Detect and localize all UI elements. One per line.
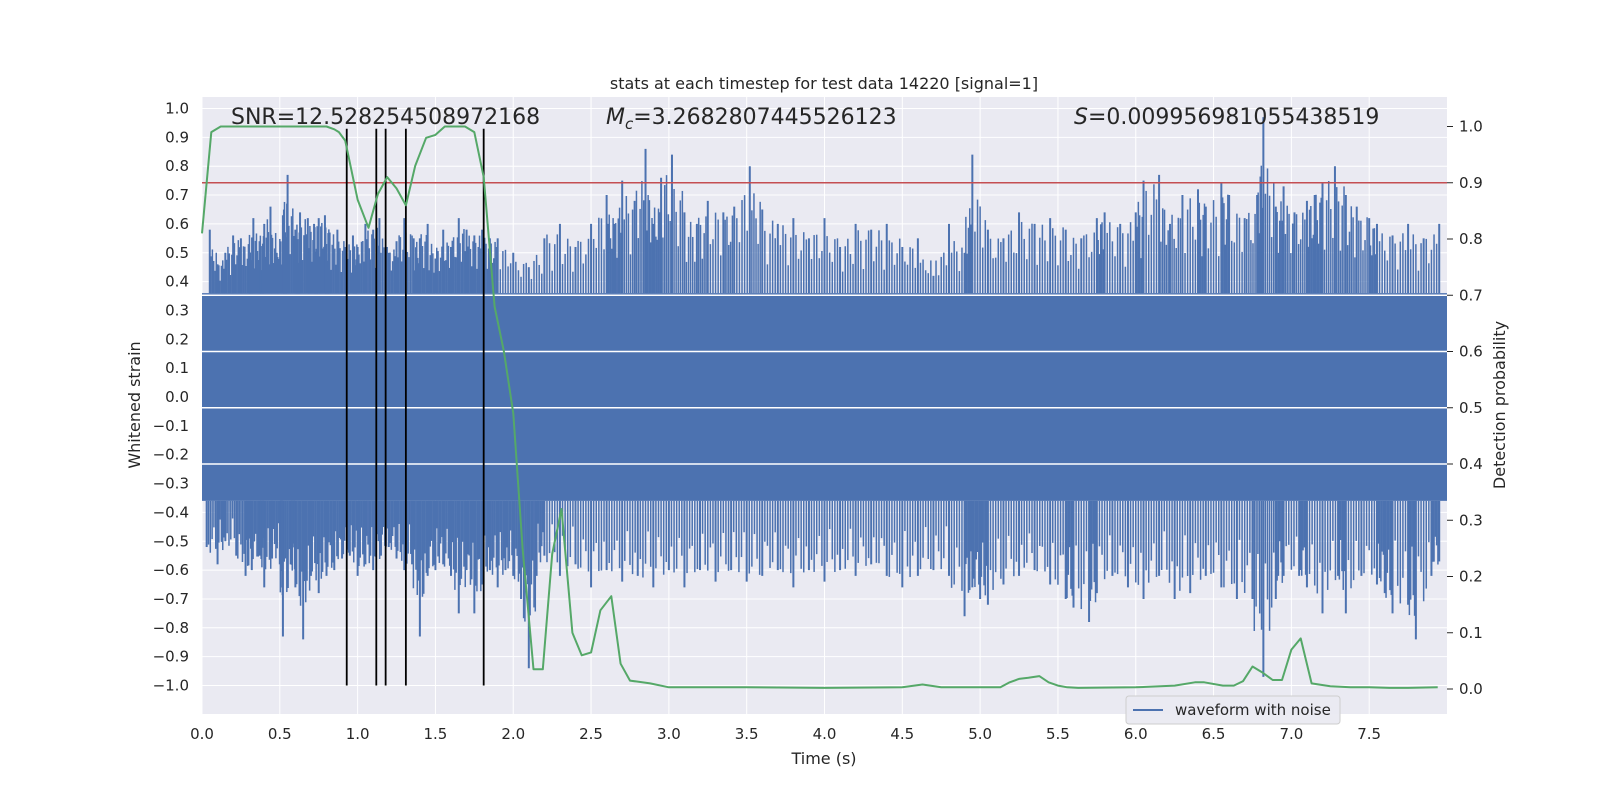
y-tick-label: −0.8 — [153, 619, 189, 637]
y-tick-label: −0.4 — [153, 503, 189, 521]
y-tick-label: 0.0 — [165, 388, 189, 406]
x-tick-label: 0.5 — [268, 725, 292, 743]
y-tick-label: −0.7 — [153, 590, 189, 608]
right-tick-label: 1.0 — [1459, 118, 1483, 136]
legend-box — [1125, 695, 1341, 725]
right-tick-label: 0.2 — [1459, 568, 1483, 586]
x-axis-label: Time (s) — [790, 749, 856, 768]
mc-annotation: Mc=3.2682807445526123 — [606, 105, 897, 133]
chart-title: stats at each timestep for test data 142… — [610, 74, 1038, 93]
y-tick-label: 0.2 — [165, 330, 189, 348]
probability-series — [201, 125, 1438, 689]
x-tick-label: 0.0 — [190, 725, 214, 743]
right-axis-ticks: 1.0 0.9 0.8 0.7 0.6 0.5 0.4 0.3 0.2 0.1 0.0 — [1447, 118, 1483, 698]
s-symbol: S — [1074, 105, 1088, 130]
y-tick-label: 0.6 — [165, 215, 189, 233]
y-axis-label: Whitened strain — [125, 341, 144, 468]
y-tick-label: −0.5 — [153, 532, 189, 550]
x-tick-label: 4.5 — [890, 725, 914, 743]
x-tick-label: 5.0 — [968, 725, 992, 743]
y-tick-label: 0.9 — [165, 128, 189, 146]
y-tick-label: −0.2 — [153, 446, 189, 464]
right-tick-label: 0.9 — [1459, 174, 1483, 192]
y-tick-label: 0.8 — [165, 157, 189, 175]
y-tick-label: 0.5 — [165, 244, 189, 262]
x-axis-ticks: 0.0 0.5 1.0 1.5 2.0 2.5 3.0 3.5 4.0 4.5 5.0 5.5 6.0 6… — [190, 725, 1381, 743]
right-tick-label: 0.6 — [1459, 343, 1483, 361]
y-tick-label: 1.0 — [165, 100, 189, 118]
snr-annotation: SNR=12.528254508972168 — [231, 105, 540, 130]
s-value: =0.009956981055438519 — [1088, 105, 1379, 130]
mc-symbol: M — [606, 105, 625, 130]
y-tick-label: 0.1 — [165, 359, 189, 377]
x-tick-label: 7.0 — [1279, 725, 1303, 743]
probability-line — [201, 125, 1438, 689]
x-tick-label: 1.0 — [346, 725, 370, 743]
waveform-series — [202, 117, 1447, 677]
x-tick-label: 3.0 — [657, 725, 681, 743]
x-tick-label: 2.0 — [501, 725, 525, 743]
right-tick-label: 0.4 — [1459, 455, 1483, 473]
right-tick-label: 0.3 — [1459, 511, 1483, 529]
x-tick-label: 7.5 — [1357, 725, 1381, 743]
right-tick-label: 0.8 — [1459, 230, 1483, 248]
right-tick-label: 0.1 — [1459, 624, 1483, 642]
x-tick-label: 4.0 — [813, 725, 837, 743]
y-tick-label: 0.4 — [165, 273, 189, 291]
s-annotation: S=0.009956981055438519 — [1074, 105, 1379, 130]
y-tick-label: −0.3 — [153, 475, 189, 493]
x-tick-label: 6.5 — [1202, 725, 1226, 743]
x-tick-label: 2.5 — [579, 725, 603, 743]
y-tick-label: −0.1 — [153, 417, 189, 435]
waveform-band — [202, 293, 1447, 501]
right-tick-label: 0.5 — [1459, 399, 1483, 417]
legend: waveform with noise — [1125, 695, 1341, 725]
x-tick-label: 6.0 — [1124, 725, 1148, 743]
y-axis-ticks: 1.0 0.9 0.8 0.7 0.6 0.5 0.4 0.3 0.2 0.1 0.0 −0.1 −0.… — [153, 100, 189, 695]
mc-value: =3.2682807445526123 — [633, 105, 896, 130]
y-tick-label: 0.7 — [165, 186, 189, 204]
right-tick-label: 0.0 — [1459, 680, 1483, 698]
right-axis-label: Detection probability — [1490, 321, 1509, 489]
x-tick-label: 5.5 — [1046, 725, 1070, 743]
right-tick-label: 0.7 — [1459, 286, 1483, 304]
legend-label: waveform with noise — [1175, 701, 1331, 719]
vlines-group — [345, 128, 485, 686]
x-tick-label: 3.5 — [735, 725, 759, 743]
x-tick-label: 1.5 — [424, 725, 448, 743]
mc-subscript: c — [625, 115, 634, 133]
y-tick-label: −0.6 — [153, 561, 189, 579]
y-tick-label: −0.9 — [153, 648, 189, 666]
y-tick-label: −1.0 — [153, 677, 189, 695]
y-tick-label: 0.3 — [165, 301, 189, 319]
